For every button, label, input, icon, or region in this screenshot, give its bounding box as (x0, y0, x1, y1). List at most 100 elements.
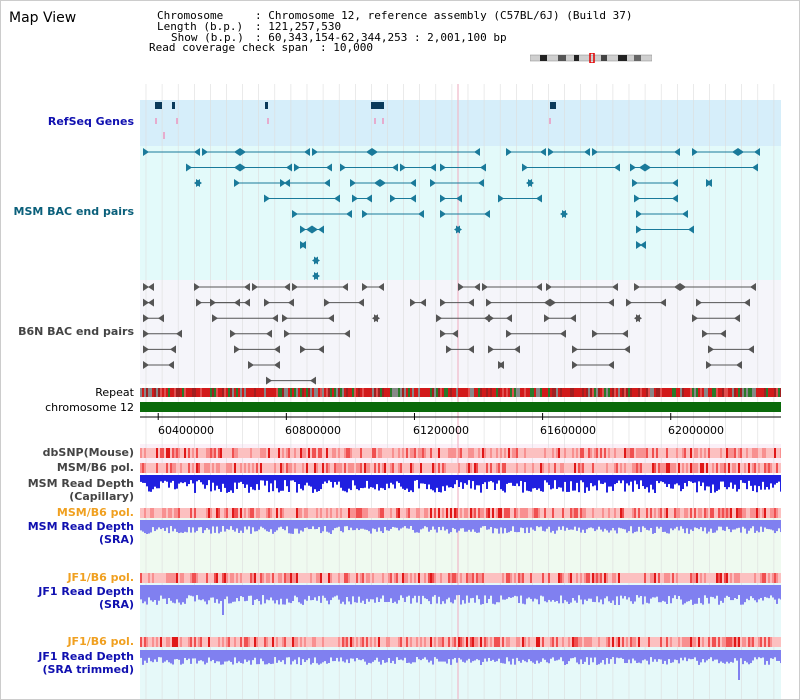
refseq-gene (172, 102, 175, 109)
msm-b6-pol-track-2 (408, 508, 410, 518)
jf1-b6-pol-track-2 (766, 637, 768, 647)
msm-b6-pol-track (580, 463, 582, 473)
dbsnp-track (386, 448, 388, 458)
msm-depth-sra-bar (776, 520, 778, 532)
msm-b6-pol-track (646, 463, 648, 473)
msm-depth-sra-bar (432, 520, 434, 527)
jf1-b6-pol-track (344, 573, 346, 583)
jf1-b6-pol-track-2 (484, 637, 486, 647)
msm-depth-sra-bar (608, 520, 610, 533)
jf1-b6-pol-track (148, 573, 150, 583)
msm-b6-pol-track (292, 463, 294, 473)
msm-b6-pol-track (302, 463, 304, 473)
msm-b6-pol-track (654, 463, 656, 473)
dbsnp-track (304, 448, 306, 458)
jf1-b6-pol-track-2 (646, 637, 648, 647)
dbsnp-track (728, 448, 730, 458)
repeat-segment (406, 388, 408, 397)
jf1-b6-pol-track (260, 573, 262, 583)
jf1-b6-pol-track (500, 573, 502, 583)
dbsnp-track (684, 448, 686, 458)
msm-depth-capillary-bar (742, 475, 744, 483)
msm-b6-pol-track (688, 463, 690, 473)
msm-b6-pol-track-2 (224, 508, 226, 518)
msm-b6-pol-track (710, 463, 712, 473)
msm-b6-pol-track-2 (218, 508, 220, 518)
dbsnp-track (600, 448, 602, 458)
msm-depth-sra-bar (280, 520, 282, 527)
msm-b6-pol-track (648, 463, 650, 473)
msm-depth-sra-bar (550, 520, 552, 533)
msm-b6-pol-track (728, 463, 730, 473)
dbsnp-track (512, 448, 514, 458)
repeat-segment (670, 388, 672, 397)
repeat-segment (338, 388, 340, 397)
msm-depth-capillary-bar (332, 475, 334, 488)
jf1-b6-pol-track (242, 573, 244, 583)
msm-b6-pol-track-2 (210, 508, 212, 518)
msm-depth-sra-bar (302, 520, 304, 532)
repeat-segment (674, 388, 676, 397)
msm-depth-capillary-bar (318, 475, 320, 491)
repeat-segment (654, 388, 656, 397)
jf1-b6-pol-track-2 (198, 637, 200, 647)
jf1-b6-pol-track (182, 573, 184, 583)
dbsnp-track (528, 448, 530, 458)
jf1-depth-sra-bar (248, 585, 250, 596)
dbsnp-track (286, 448, 288, 458)
msm-b6-pol-track-2 (442, 508, 444, 518)
jf1-b6-pol-track-2 (410, 637, 412, 647)
dbsnp-track (456, 448, 458, 458)
msm-b6-pol-track (536, 463, 538, 473)
repeat-segment (408, 388, 410, 397)
msm-depth-capillary-bar (716, 475, 718, 491)
repeat-segment (204, 388, 206, 397)
msm-depth-sra-bar (600, 520, 602, 530)
jf1-depth-sra-bar (292, 585, 294, 602)
msm-depth-sra-bar (464, 520, 466, 532)
jf1-b6-pol-track (556, 573, 558, 583)
msm-depth-capillary-bar (174, 475, 176, 490)
msm-b6-pol-track (780, 463, 781, 473)
msm-b6-pol-track (344, 463, 346, 473)
chromosome-ideogram[interactable] (530, 53, 652, 63)
dbsnp-track (360, 448, 362, 458)
msm-depth-sra-bar (694, 520, 696, 528)
dbsnp-track (562, 448, 564, 458)
jf1-b6-pol-track (638, 573, 640, 583)
msm-depth-capillary-bar (198, 475, 200, 481)
repeat-segment (174, 388, 176, 397)
dbsnp-track (648, 448, 650, 458)
msm-b6-pol-track-2 (672, 508, 674, 518)
msm-b6-pol-track-2 (168, 508, 170, 518)
msm-b6-pol-track (668, 463, 670, 473)
msm-b6-pol-track (634, 463, 636, 473)
msm-b6-pol-track (748, 463, 750, 473)
jf1-b6-pol-track (470, 573, 472, 583)
jf1-b6-pol-track (752, 573, 754, 583)
msm-b6-pol-track (314, 463, 316, 473)
dbsnp-track (756, 448, 758, 458)
jf1-depth-sra-bar (200, 585, 202, 601)
msm-b6-pol-track-2 (384, 508, 386, 518)
repeat-segment (628, 388, 630, 397)
jf1-b6-pol-track-2 (500, 637, 502, 647)
msm-depth-capillary-bar (684, 475, 686, 483)
jf1-depth-sra-bar (296, 585, 298, 598)
jf1-b6-pol-track-2 (278, 637, 280, 647)
jf1-depth-sra-bar (148, 585, 150, 598)
jf1-b6-pol-track-2 (304, 637, 306, 647)
msm-b6-pol-track-2 (204, 508, 206, 518)
repeat-segment (178, 388, 180, 397)
jf1-b6-pol-track (382, 573, 384, 583)
msm-depth-sra-bar (520, 520, 522, 528)
jf1-b6-pol-track-2 (734, 637, 736, 647)
msm-b6-pol-track-2 (618, 508, 620, 518)
msm-depth-capillary-bar (612, 475, 614, 491)
track-panel[interactable] (140, 84, 781, 700)
dbsnp-track (198, 448, 200, 458)
dbsnp-track (730, 448, 732, 458)
msm-depth-sra-bar (586, 520, 588, 530)
msm-depth-capillary-bar (428, 475, 430, 485)
msm-b6-pol-track (170, 463, 172, 473)
